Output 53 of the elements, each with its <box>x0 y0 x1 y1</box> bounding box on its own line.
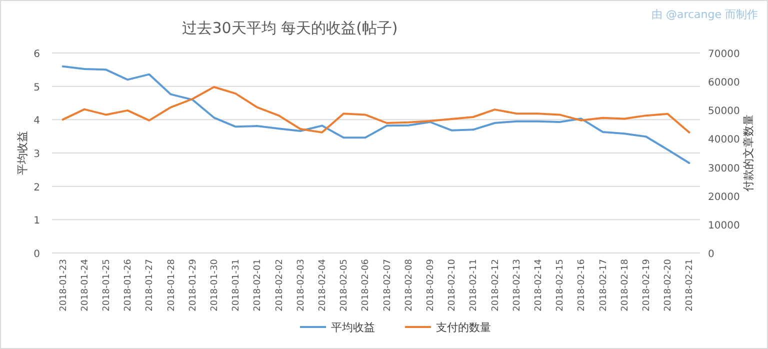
x-tick-label: 2018-01-26 <box>124 258 134 312</box>
x-tick-label: 2018-02-05 <box>340 259 350 312</box>
y-tick-label: 0 <box>34 249 40 260</box>
x-tick-label: 2018-01-28 <box>166 258 177 312</box>
x-tick-label: 2018-01-24 <box>80 258 90 312</box>
x-tick-label: 2018-02-21 <box>685 259 696 312</box>
x-tick-label: 2018-02-07 <box>382 259 393 312</box>
x-tick-label: 2018-01-23 <box>58 259 69 312</box>
y-tick-label: 2 <box>34 182 40 194</box>
x-tick-label: 2018-02-14 <box>534 258 544 312</box>
x-tick-label: 2018-01-29 <box>188 258 198 312</box>
x-tick-label: 2018-02-01 <box>253 259 264 312</box>
y-axis-title: 平均收益 <box>16 131 29 175</box>
x-tick-label: 2018-01-25 <box>102 259 112 312</box>
y2-tick-label: 50000 <box>708 106 740 118</box>
y2-axis-title: 付款的文章数量 <box>742 114 755 192</box>
y2-tick-label: 20000 <box>708 192 740 203</box>
y-tick-label: 6 <box>34 49 40 60</box>
y2-tick-label: 40000 <box>708 134 740 146</box>
x-tick-label: 2018-02-18 <box>620 258 630 312</box>
line-series <box>62 65 690 164</box>
text: 由 @arcange 而制作 <box>651 8 758 21</box>
y-tick-label: 1 <box>34 216 40 227</box>
y-tick-label: 4 <box>34 116 40 127</box>
x-tick-label: 2018-01-30 <box>210 258 220 312</box>
x-tick-label: 2018-01-27 <box>145 259 156 312</box>
x-tick-label: 2018-02-06 <box>361 258 372 312</box>
x-tick-label: 2018-01-31 <box>232 259 242 312</box>
x-tick-label: 2018-02-11 <box>469 259 480 312</box>
y2-tick-label: 70000 <box>708 49 740 60</box>
x-tick-label: 2018-02-17 <box>598 259 609 312</box>
legend-label: 支付的数量 <box>436 321 491 334</box>
y2-tick-label: 0 <box>708 249 714 260</box>
x-tick-label: 2018-02-15 <box>556 259 566 312</box>
x-tick-label: 2018-02-16 <box>577 258 588 312</box>
x-tick-label: 2018-02-03 <box>296 259 306 312</box>
x-tick-label: 2018-02-13 <box>512 259 522 312</box>
x-tick-label: 2018-02-12 <box>490 259 501 312</box>
y-tick-label: 3 <box>34 149 40 160</box>
chart-title: 过去30天平均 每天的收益(帖子) <box>182 19 398 37</box>
y2-tick-label: 60000 <box>708 78 740 89</box>
x-tick-label: 2018-02-04 <box>318 258 328 312</box>
x-tick-label: 2018-02-02 <box>274 259 285 312</box>
x-tick-label: 2018-02-20 <box>664 258 674 312</box>
x-tick-label: 2018-02-09 <box>426 258 436 312</box>
line-series <box>62 86 690 134</box>
x-tick-label: 2018-02-08 <box>404 258 414 312</box>
y-tick-label: 5 <box>34 82 40 94</box>
y2-tick-label: 10000 <box>708 220 740 232</box>
x-tick-label: 2018-02-19 <box>642 258 652 312</box>
x-tick-label: 2018-02-10 <box>448 258 458 312</box>
legend-label: 平均收益 <box>331 321 375 334</box>
y2-tick-label: 30000 <box>708 163 740 174</box>
